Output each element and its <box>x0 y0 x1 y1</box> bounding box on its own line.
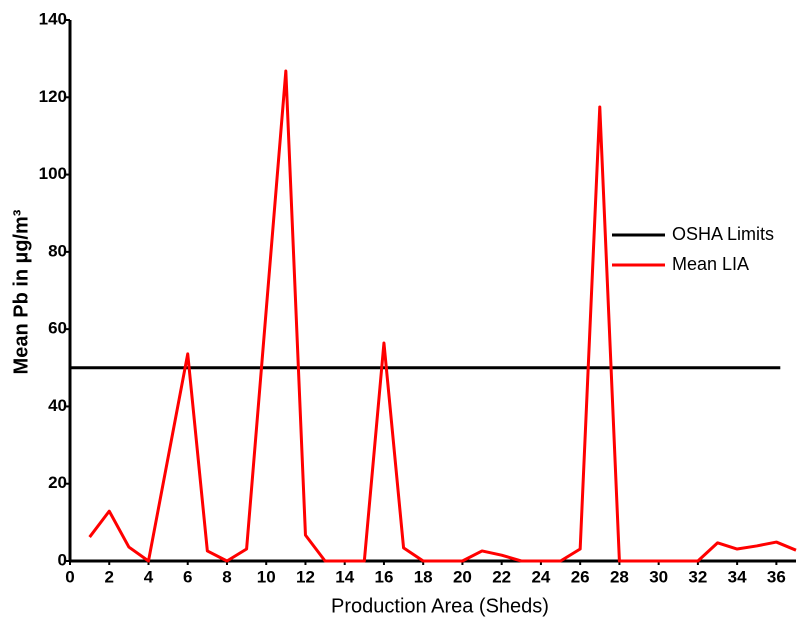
x-tick-label: 24 <box>531 567 550 586</box>
y-tick-label: 100 <box>39 164 67 183</box>
x-tick-label: 32 <box>688 567 707 586</box>
legend-label: OSHA Limits <box>672 224 774 244</box>
x-tick-label: 20 <box>453 567 472 586</box>
x-tick-label: 18 <box>414 567 433 586</box>
x-tick-label: 28 <box>610 567 629 586</box>
x-tick-label: 2 <box>105 567 114 586</box>
y-tick-label: 20 <box>48 473 67 492</box>
y-axis-label: Mean Pb in µg/m³ <box>10 209 32 374</box>
x-tick-label: 16 <box>374 567 393 586</box>
x-tick-label: 0 <box>65 567 74 586</box>
legend-label: Mean LIA <box>672 254 749 274</box>
x-axis-label: Production Area (Sheds) <box>331 595 549 617</box>
x-tick-label: 8 <box>222 567 231 586</box>
x-tick-label: 36 <box>767 567 786 586</box>
x-tick-label: 14 <box>335 567 354 586</box>
x-tick-label: 22 <box>492 567 511 586</box>
x-tick-label: 30 <box>649 567 668 586</box>
y-tick-label: 0 <box>58 550 67 569</box>
x-tick-label: 6 <box>183 567 192 586</box>
x-tick-label: 26 <box>571 567 590 586</box>
x-tick-label: 4 <box>144 567 154 586</box>
y-tick-label: 80 <box>48 241 67 260</box>
x-tick-label: 10 <box>257 567 276 586</box>
x-tick-label: 34 <box>728 567 747 586</box>
y-tick-label: 120 <box>39 87 67 106</box>
series-line <box>88 69 797 563</box>
y-tick-label: 40 <box>48 396 67 415</box>
y-tick-label: 140 <box>39 9 67 28</box>
x-tick-label: 12 <box>296 567 315 586</box>
y-tick-label: 60 <box>48 319 67 338</box>
